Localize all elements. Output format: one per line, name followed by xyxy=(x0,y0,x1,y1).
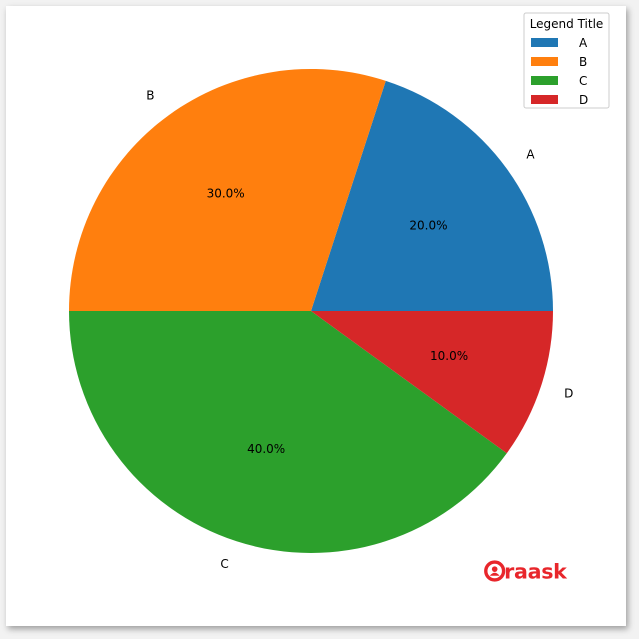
legend-swatch-a xyxy=(531,38,558,47)
pie-slice-d xyxy=(311,311,553,454)
legend-label-d: D xyxy=(579,93,588,107)
legend-label-a: A xyxy=(579,36,588,50)
legend-label-c: C xyxy=(579,74,587,88)
legend-swatch-b xyxy=(531,57,558,66)
slice-percent-d: 10.0% xyxy=(430,349,468,363)
pie-slices xyxy=(69,68,553,553)
pie-slice-c xyxy=(69,311,507,553)
slice-label-b: B xyxy=(146,89,154,103)
slice-percent-c: 40.0% xyxy=(247,442,285,456)
slice-label-a: A xyxy=(526,148,535,162)
logo-ring-icon xyxy=(484,560,506,582)
legend-swatch-c xyxy=(531,76,558,85)
legend-title: Legend Title xyxy=(530,17,604,31)
oraask-logo: raask xyxy=(484,560,568,584)
logo-wordmark: raask xyxy=(504,560,568,584)
legend-swatch-d xyxy=(531,95,558,104)
slice-percent-b: 30.0% xyxy=(207,187,245,201)
pie-slice-a xyxy=(311,80,553,311)
legend-label-b: B xyxy=(579,55,587,69)
slice-label-d: D xyxy=(564,386,573,400)
slice-label-c: C xyxy=(220,557,228,571)
percent-labels: 20.0% 30.0% 40.0% 10.0% xyxy=(207,187,469,457)
category-labels: A B C D xyxy=(146,89,573,572)
slice-percent-a: 20.0% xyxy=(409,219,447,233)
pie-slice-b xyxy=(69,68,386,311)
